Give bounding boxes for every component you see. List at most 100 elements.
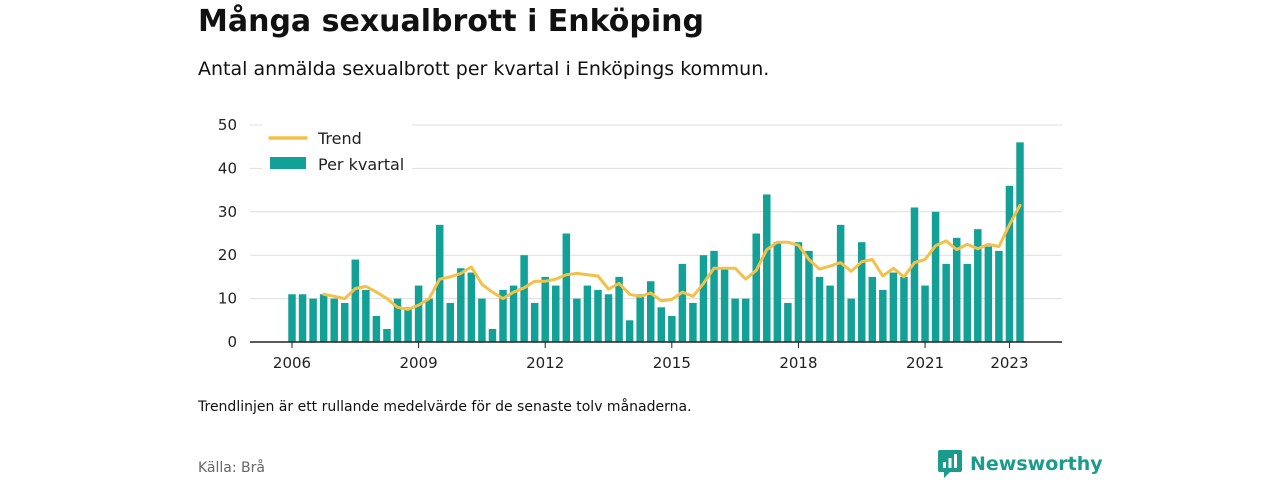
bar: [1016, 142, 1024, 342]
bar: [562, 233, 571, 342]
x-tick-label: 2018: [779, 354, 817, 372]
bar-chart-logo-icon: [938, 450, 962, 478]
bar: [678, 263, 687, 342]
bar: [805, 250, 813, 342]
bar: [383, 328, 391, 342]
bar: [668, 315, 676, 342]
footnote: Trendlinjen är ett rullande medelvärde f…: [198, 399, 692, 415]
bar: [784, 302, 792, 342]
bar: [509, 285, 518, 342]
bar: [372, 315, 381, 342]
bar: [478, 298, 486, 342]
bar: [594, 289, 602, 342]
bar: [710, 250, 718, 342]
bar: [288, 294, 296, 342]
bar: [815, 276, 824, 342]
bar: [404, 307, 412, 342]
bar: [530, 302, 539, 342]
bar: [625, 320, 634, 342]
x-tick-label: 2012: [526, 354, 564, 372]
bar: [974, 229, 982, 342]
bar: [309, 298, 317, 342]
bar: [900, 276, 908, 342]
bar-line-chart: 2006 2009 2012 2015 2018 2021 2023 0 10 20 30 40 50…: [218, 116, 1062, 372]
bar: [857, 242, 866, 342]
x-tick-label: 2023: [990, 354, 1028, 372]
trend-series: [322, 203, 1022, 311]
x-axis: 2006 2009 2012 2015 2018 2021 2023: [250, 341, 1062, 372]
bar: [657, 307, 666, 342]
y-tick-label: 20: [218, 246, 237, 264]
bar: [826, 285, 834, 342]
bar: [351, 259, 360, 342]
bar: [446, 302, 455, 342]
bar: [520, 255, 528, 342]
bar: [921, 285, 929, 342]
bar: [583, 285, 592, 342]
bar: [362, 289, 370, 342]
bar: [488, 328, 497, 342]
bar: [1005, 185, 1014, 342]
bar: [298, 294, 307, 342]
bar: [604, 294, 613, 342]
legend-label-per-kvartal: Per kvartal: [318, 155, 404, 174]
bar: [794, 242, 803, 342]
bar: [942, 263, 950, 342]
bar: [615, 276, 623, 342]
bar: [699, 255, 708, 342]
x-tick-label: 2015: [653, 354, 691, 372]
source-label: Källa: Brå: [198, 460, 265, 476]
bar: [499, 289, 507, 342]
bar: [720, 268, 729, 342]
legend-label-trend: Trend: [317, 129, 362, 148]
bar: [836, 224, 845, 342]
bar: [646, 281, 655, 342]
bar: [467, 272, 476, 342]
bar: [847, 298, 855, 342]
bar: [414, 285, 423, 342]
bar: [773, 242, 782, 342]
x-tick-label: 2009: [400, 354, 438, 372]
bar: [995, 250, 1003, 342]
bar: [963, 263, 971, 342]
bar: [330, 298, 338, 342]
legend-bar-swatch: [270, 157, 306, 169]
x-tick-label: 2006: [273, 354, 311, 372]
bar: [868, 276, 877, 342]
bar: [984, 246, 993, 342]
bar: [425, 298, 433, 342]
bar: [731, 298, 739, 342]
bar: [457, 268, 465, 342]
trend-line: [322, 203, 1022, 311]
bar: [319, 294, 328, 342]
y-tick-label: 10: [218, 290, 237, 308]
legend: Trend Per kvartal: [262, 124, 412, 180]
bar: [435, 224, 444, 342]
brand-name: Newsworthy: [970, 453, 1103, 475]
x-tick-label: 2021: [906, 354, 944, 372]
bar: [879, 289, 887, 342]
bar: [889, 272, 898, 342]
bar: [910, 207, 919, 342]
bar: [752, 233, 760, 342]
brand-logo[interactable]: Newsworthy: [938, 450, 1103, 478]
y-tick-label: 50: [218, 116, 237, 134]
bar: [741, 298, 750, 342]
y-tick-label: 30: [218, 203, 237, 221]
bar: [552, 285, 560, 342]
bar: [636, 294, 644, 342]
bar: [341, 302, 349, 342]
bar: [689, 302, 697, 342]
bars: [288, 142, 1024, 342]
y-tick-label: 40: [218, 159, 237, 177]
y-tick-label: 0: [227, 333, 237, 351]
bar: [952, 237, 961, 342]
bar: [393, 298, 402, 342]
bar: [541, 276, 549, 342]
y-axis-ticks: 0 10 20 30 40 50: [218, 116, 237, 351]
bar: [573, 298, 581, 342]
chart-subtitle: Antal anmälda sexualbrott per kvartal i …: [198, 58, 770, 80]
legend-background: [262, 124, 412, 180]
bar: [763, 194, 771, 342]
bar: [931, 211, 940, 342]
